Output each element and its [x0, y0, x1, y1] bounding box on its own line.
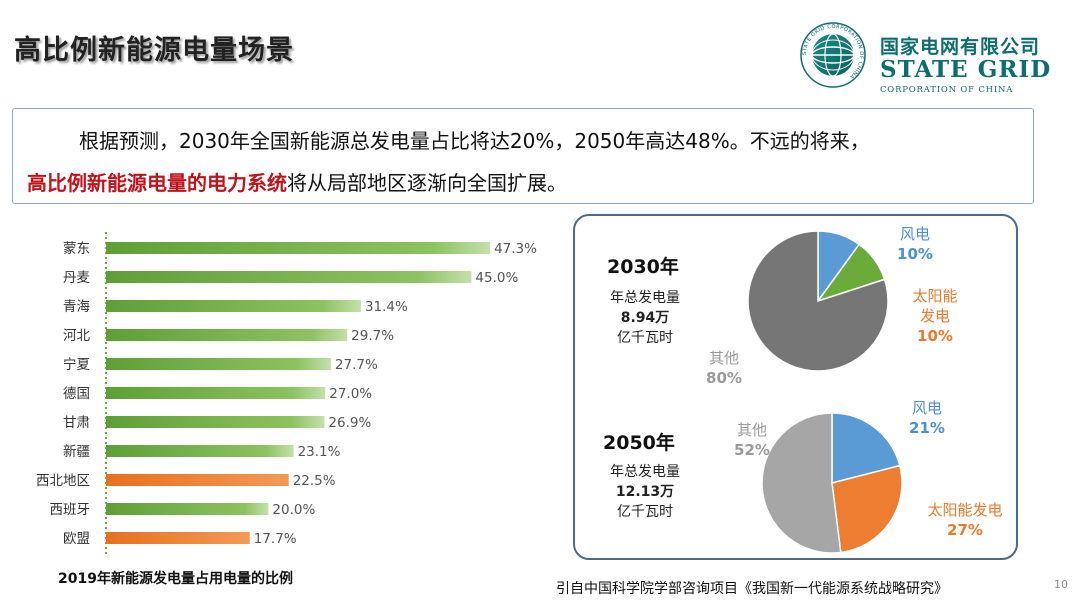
pie-2050-solar-value: 27% [947, 521, 983, 539]
pie-2030-wind-value: 10% [897, 245, 933, 263]
pie-2050-slice-2 [761, 412, 842, 554]
pie-2030-description: 年总发电量 8.94万 亿千瓦时 [585, 288, 705, 348]
bar-category-label: 新疆 [63, 444, 90, 460]
pie-2030-other-label: 其他 80% [699, 348, 749, 388]
pie-2030-year: 2030年 [607, 256, 679, 278]
pie-2030-wind-label: 风电 10% [889, 224, 941, 264]
bar-category-label: 青海 [63, 299, 90, 315]
bar-value-label: 45.0% [475, 270, 518, 286]
summary-line-1: 根据预测，2030年全国新能源总发电量占比将达20%，2050年高达48%。不远… [79, 129, 870, 153]
bar-category-label: 河北 [63, 328, 90, 344]
bar-category-label: 西班牙 [50, 502, 91, 518]
summary-rest: 将从局部地区逐渐向全国扩展。 [287, 171, 567, 195]
bar-chart-title: 2019年新能源发电量占用电量的比例 [58, 571, 293, 587]
bar-category-label: 西北地区 [36, 473, 90, 489]
pie-2030-solar-label: 太阳能 发电 10% [905, 286, 965, 346]
bar-蒙东 [106, 242, 491, 254]
pie-2030-desc-line2: 8.94万 [620, 310, 670, 326]
bar-西班牙 [106, 503, 269, 515]
bar-category-label: 甘肃 [63, 415, 90, 431]
bar-青海 [106, 300, 361, 312]
pie-2050-solar-label: 太阳能发电 27% [915, 500, 1015, 540]
bar-欧盟 [106, 532, 250, 544]
pie-2050-slice-1 [831, 464, 903, 554]
logo-english-name: STATE GRID [880, 56, 1052, 83]
logo-english-subtitle: CORPORATION OF CHINA [880, 85, 1014, 95]
pie-2030-solar-value: 10% [917, 327, 953, 345]
bar-河北 [106, 329, 348, 341]
bar-category-label: 宁夏 [63, 356, 90, 373]
bar-value-label: 26.9% [328, 415, 371, 431]
bar-value-label: 22.5% [293, 473, 336, 489]
page-number: 10 [1054, 578, 1068, 591]
bar-新疆 [106, 445, 294, 457]
pie-2030-desc-line3: 亿千瓦时 [617, 330, 673, 346]
bar-宁夏 [106, 358, 331, 370]
bar-value-label: 29.7% [351, 328, 394, 344]
summary-box: 根据预测，2030年全国新能源总发电量占比将达20%，2050年高达48%。不远… [12, 108, 1034, 204]
bar-category-label: 德国 [63, 386, 90, 402]
pie-2050-description: 年总发电量 12.13万 亿千瓦时 [585, 462, 705, 522]
pie-2050-other-name: 其他 [736, 421, 767, 439]
pie-chart-2050 [761, 412, 903, 554]
pie-2050-wind-value: 21% [909, 419, 945, 437]
bar-category-label: 蒙东 [63, 241, 90, 257]
bar-德国 [106, 387, 326, 399]
page-title: 高比例新能源电量场景 [14, 35, 294, 66]
bar-丹麦 [106, 271, 472, 283]
summary-line-2: 高比例新能源电量的电力系统将从局部地区逐渐向全国扩展。 [27, 167, 567, 196]
pie-2030-slice-2 [747, 230, 889, 372]
pie-2030-desc-line1: 年总发电量 [610, 290, 680, 306]
bar-甘肃 [106, 416, 325, 428]
bar-value-label: 31.4% [365, 299, 408, 315]
pie-2050-slice-0 [831, 412, 901, 484]
bar-category-label: 欧盟 [63, 531, 90, 547]
bar-value-label: 27.0% [329, 386, 372, 402]
pie-2050-desc-line1: 年总发电量 [610, 464, 680, 480]
pie-2050-other-value: 52% [734, 441, 770, 459]
renewable-share-bar-chart: 蒙东 47.3% 丹麦 45.0% 青海 31.4% 河北 29.7% 宁夏 27.7% 德国 27.… [36, 232, 537, 554]
pie-chart-2030 [747, 230, 889, 372]
pie-2050-other-label: 其他 52% [727, 420, 777, 460]
pie-2030-solar-name-2: 发电 [919, 307, 950, 325]
pie-chart-panel: 2030年 年总发电量 8.94万 亿千瓦时 风电 10% 太阳能 发电 10%… [573, 214, 1018, 560]
state-grid-seal-icon: STATE GRID CORPORATION OF CHINA [800, 22, 866, 88]
pie-2050-year: 2050年 [603, 432, 675, 454]
pie-2050-desc-line2: 12.13万 [615, 484, 675, 500]
bar-西北地区 [106, 474, 289, 486]
pie-2050-wind-name: 风电 [911, 399, 942, 417]
pie-2050-desc-line3: 亿千瓦时 [617, 504, 673, 520]
pie-2050-wind-label: 风电 21% [901, 398, 953, 438]
bar-value-label: 23.1% [298, 444, 341, 460]
state-grid-logo: STATE GRID CORPORATION OF CHINA 国家电网有限公司… [800, 22, 1060, 96]
source-citation: 引自中国科学院学部咨询项目《我国新一代能源系统战略研究》 [556, 581, 948, 597]
pie-2030-solar-name-1: 太阳能 [912, 287, 958, 305]
bar-value-label: 47.3% [494, 241, 537, 257]
pie-2050-solar-name: 太阳能发电 [927, 501, 1003, 519]
pie-2030-other-name: 其他 [708, 349, 739, 367]
bar-value-label: 20.0% [272, 502, 315, 518]
bar-value-label: 17.7% [254, 531, 297, 547]
pie-2030-wind-name: 风电 [899, 225, 930, 243]
pie-2030-other-value: 80% [706, 369, 742, 387]
bar-value-label: 27.7% [335, 357, 378, 373]
bar-category-label: 丹麦 [63, 270, 90, 286]
summary-highlight: 高比例新能源电量的电力系统 [27, 171, 287, 195]
logo-chinese-name: 国家电网有限公司 [880, 36, 1041, 58]
